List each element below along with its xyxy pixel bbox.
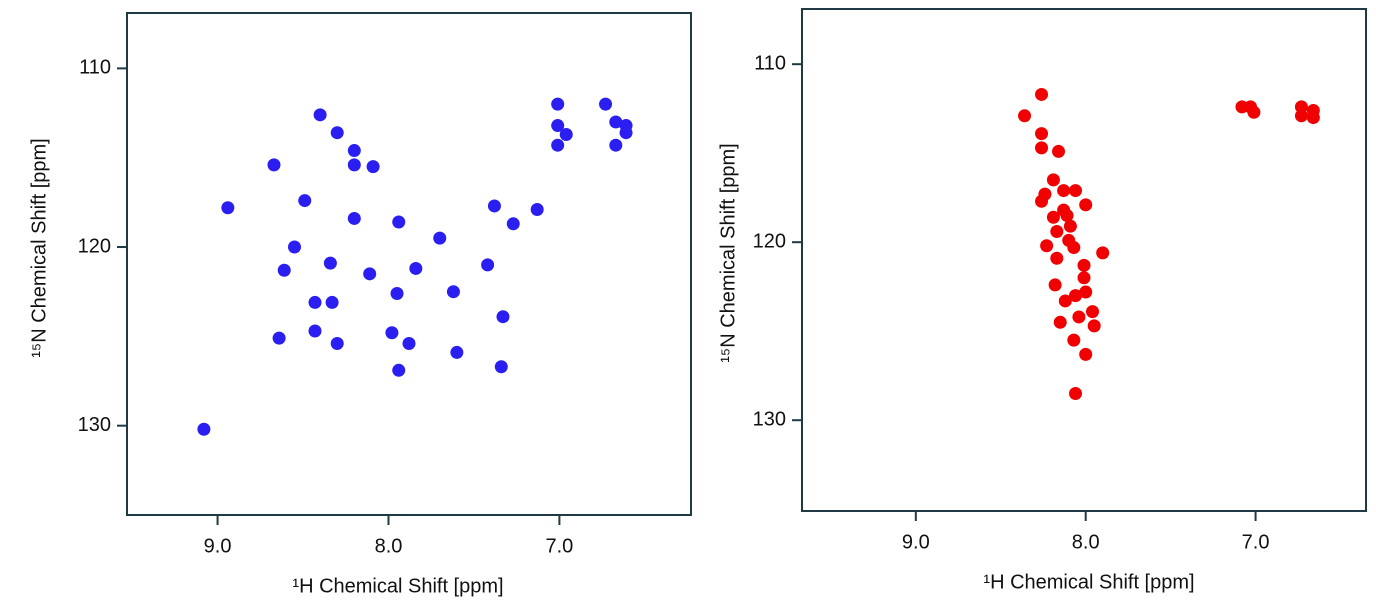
point: [1067, 333, 1081, 347]
point: [1306, 111, 1320, 125]
x-tick-label: 7.0: [545, 535, 573, 557]
point: [1048, 278, 1062, 292]
point: [1079, 347, 1093, 361]
point: [347, 211, 361, 225]
point: [551, 119, 565, 133]
point: [1035, 87, 1049, 101]
x-tick-label: 8.0: [1072, 531, 1100, 553]
point: [559, 127, 573, 141]
plot-frame: [126, 12, 692, 516]
point: [1035, 141, 1049, 155]
point: [1052, 144, 1066, 158]
point: [330, 126, 344, 140]
point: [409, 261, 423, 275]
point: [313, 108, 327, 122]
point: [1057, 184, 1071, 198]
point: [1060, 208, 1074, 222]
point: [1085, 305, 1099, 319]
point: [330, 336, 344, 350]
point: [481, 258, 495, 272]
point: [1069, 289, 1083, 303]
point: [609, 138, 623, 152]
point: [221, 201, 235, 215]
point: [1079, 285, 1093, 299]
point: [496, 310, 510, 324]
plot-frame: [801, 8, 1367, 512]
point: [619, 126, 633, 140]
point: [366, 160, 380, 174]
point: [267, 158, 281, 172]
point: [325, 295, 339, 309]
point: [1087, 319, 1101, 333]
point: [1040, 239, 1054, 253]
y-tick-label: 130: [753, 408, 786, 430]
point: [1035, 127, 1049, 141]
point: [506, 217, 520, 231]
point: [385, 326, 399, 340]
point: [392, 215, 406, 229]
point: [347, 144, 361, 158]
point: [308, 324, 322, 338]
y-tick-label: 110: [754, 52, 786, 74]
point: [1077, 271, 1091, 285]
point: [277, 263, 291, 277]
x-axis-label: ¹H Chemical Shift [ppm]: [983, 571, 1194, 593]
point: [390, 286, 404, 300]
point: [551, 138, 565, 152]
x-tick-label: 7.0: [1242, 531, 1270, 553]
point: [1096, 246, 1110, 260]
y-axis-label: ¹⁵N Chemical Shift [ppm]: [717, 143, 739, 362]
point: [298, 194, 312, 208]
point: [1077, 258, 1091, 272]
point: [272, 331, 286, 345]
y-tick-label: 120: [753, 230, 786, 252]
point: [599, 97, 613, 111]
point: [450, 345, 464, 359]
point: [1046, 173, 1060, 187]
point: [1079, 198, 1093, 212]
point: [530, 203, 544, 217]
y-axis-label: ¹⁵N Chemical Shift [ppm]: [28, 138, 50, 357]
point: [1294, 100, 1308, 114]
point: [392, 363, 406, 377]
point: [1067, 241, 1081, 255]
point: [551, 97, 565, 111]
point: [1046, 210, 1060, 224]
y-tick-label: 130: [78, 414, 111, 436]
point: [1294, 109, 1308, 123]
y-tick-label: 110: [79, 57, 111, 79]
x-tick-label: 8.0: [375, 535, 403, 557]
point: [1063, 219, 1077, 233]
point: [402, 336, 416, 350]
x-tick-label: 9.0: [902, 531, 930, 553]
point: [494, 360, 508, 374]
point: [1053, 315, 1067, 329]
point: [287, 240, 301, 254]
point: [363, 267, 377, 281]
point: [446, 285, 460, 299]
point: [197, 422, 211, 436]
point: [1050, 225, 1064, 239]
point: [1035, 194, 1049, 208]
point: [1069, 387, 1083, 401]
point: [1069, 184, 1083, 198]
point: [1072, 310, 1086, 324]
x-axis-label: ¹H Chemical Shift [ppm]: [292, 575, 503, 597]
point: [1050, 251, 1064, 265]
point: [1018, 109, 1032, 123]
x-tick-label: 9.0: [204, 535, 232, 557]
point: [308, 295, 322, 309]
point: [609, 115, 623, 129]
point: [433, 231, 447, 245]
point: [1247, 105, 1261, 119]
point: [1058, 294, 1072, 308]
point: [487, 199, 501, 213]
point: [347, 158, 361, 172]
y-tick-label: 120: [78, 235, 111, 257]
point: [323, 256, 337, 270]
